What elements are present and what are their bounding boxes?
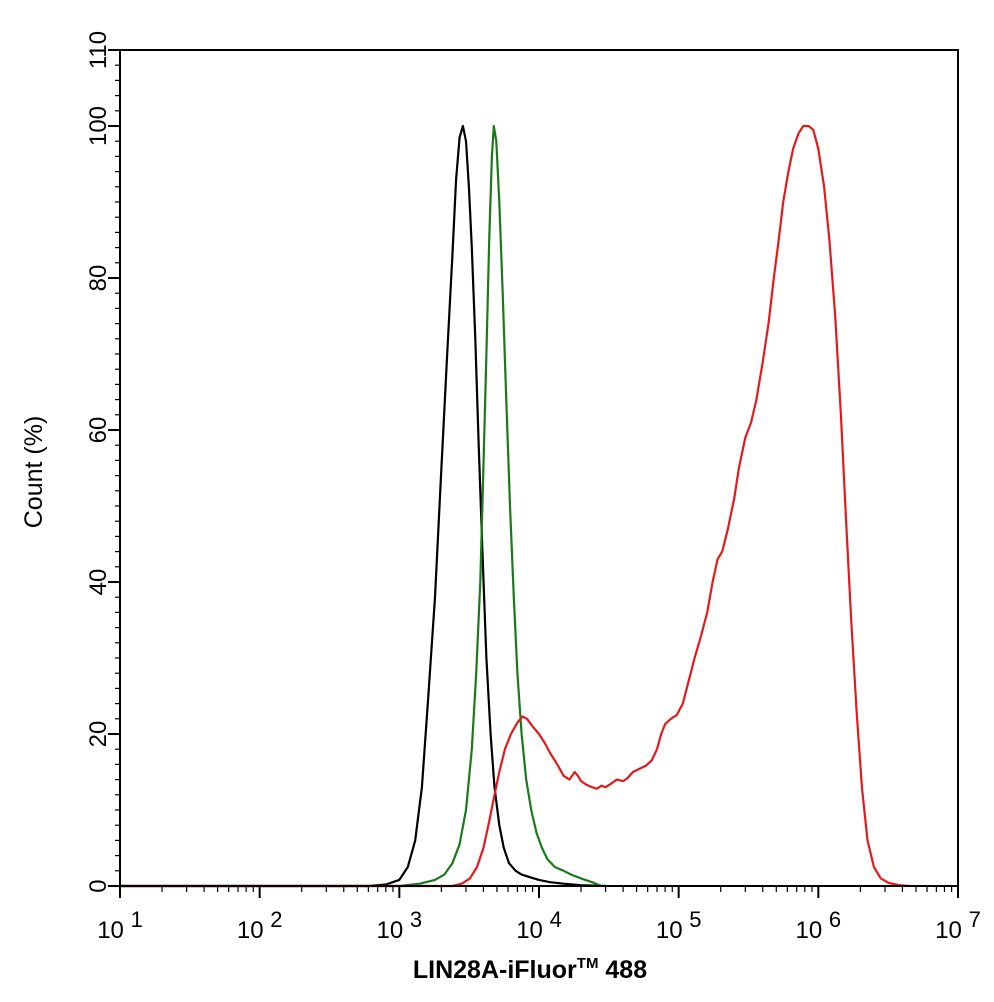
- x-tick-label: 10 7: [935, 907, 981, 944]
- x-tick-base: 10: [237, 917, 270, 944]
- y-tick-label: 40: [85, 569, 112, 596]
- series-line-3: [120, 124, 910, 888]
- y-tick-label: 80: [85, 265, 112, 292]
- series-line-2: [120, 124, 602, 888]
- x-tick-base: 10: [935, 917, 968, 944]
- x-axis-title-suffix: 488: [598, 956, 647, 984]
- x-axis-title: LIN28A-iFluorTM 488: [413, 955, 647, 984]
- y-tick-label: 20: [85, 721, 112, 748]
- y-tick-label: 100: [85, 106, 112, 146]
- x-tick-exponent: 4: [550, 907, 562, 932]
- y-tick-label: 110: [85, 31, 112, 69]
- x-axis-title-tm: TM: [577, 955, 599, 972]
- y-axis-title: Count (%): [20, 416, 48, 529]
- series-line-1: [120, 124, 606, 888]
- x-tick-label: 10 6: [796, 907, 842, 944]
- x-tick-label: 10 4: [516, 907, 562, 944]
- x-tick-label: 10 2: [237, 907, 283, 944]
- x-tick-label: 10 5: [656, 907, 702, 944]
- x-tick-exponent: 3: [410, 907, 422, 932]
- x-tick-base: 10: [377, 917, 410, 944]
- series-lines: [120, 124, 910, 888]
- x-tick-base: 10: [97, 917, 130, 944]
- x-tick-base: 10: [516, 917, 549, 944]
- x-tick-exponent: 6: [829, 907, 841, 932]
- x-tick-label: 10 3: [377, 907, 423, 944]
- x-tick-base: 10: [796, 917, 829, 944]
- x-tick-exponent: 1: [131, 907, 143, 932]
- plot-frame: [119, 49, 959, 887]
- x-tick-base: 10: [656, 917, 689, 944]
- axis-ticks: [108, 49, 959, 898]
- y-tick-label: 60: [85, 417, 112, 444]
- y-tick-label: 0: [85, 879, 112, 892]
- x-axis-title-main: LIN28A-iFluor: [413, 956, 577, 984]
- x-tick-label: 10 1: [97, 907, 143, 944]
- x-tick-exponent: 5: [689, 907, 701, 932]
- x-tick-exponent: 2: [270, 907, 282, 932]
- x-tick-exponent: 7: [969, 907, 981, 932]
